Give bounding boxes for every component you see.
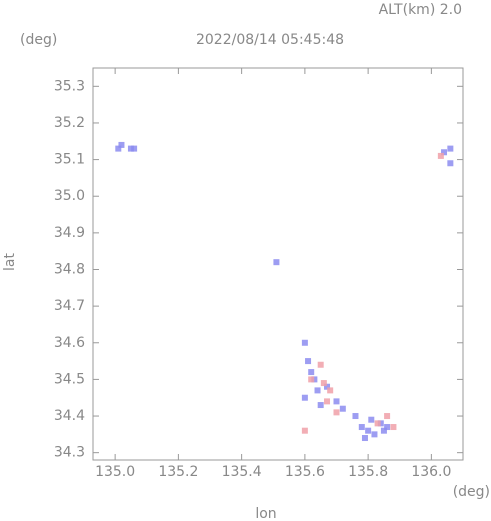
echo-point <box>361 435 368 442</box>
y-tick-label: 34.7 <box>54 298 85 314</box>
echo-point <box>380 427 387 434</box>
echo-point <box>131 145 138 152</box>
chart-title: 2022/08/14 05:45:48 <box>196 32 344 48</box>
y-tick-label: 34.4 <box>54 408 85 424</box>
echo-point <box>333 409 340 416</box>
echo-point <box>352 413 359 420</box>
echo-point <box>314 387 321 394</box>
y-tick-label: 34.5 <box>54 371 85 387</box>
y-axis-label: lat <box>2 253 18 271</box>
echo-point <box>301 339 308 346</box>
echo-point <box>390 424 397 431</box>
echo-point <box>374 420 381 427</box>
echo-point <box>308 369 315 376</box>
echo-point <box>311 376 318 383</box>
y-tick-label: 34.6 <box>54 335 85 351</box>
echo-point <box>308 376 315 383</box>
echo-point <box>273 259 280 266</box>
y-tick-label: 35.1 <box>54 152 85 168</box>
echo-point <box>324 398 331 405</box>
echo-point <box>371 431 378 438</box>
echo-point <box>447 160 454 167</box>
echo-point <box>301 394 308 401</box>
echo-point <box>441 149 448 156</box>
echo-point <box>118 141 125 148</box>
echo-point <box>317 361 324 368</box>
altitude-label: ALT(km) 2.0 <box>379 2 462 18</box>
echo-point <box>305 358 312 365</box>
x-tick-label: 135.8 <box>348 464 388 480</box>
y-tick-label: 35.0 <box>54 188 85 204</box>
y-tick-label: 35.3 <box>54 78 85 94</box>
x-tick-label: 135.6 <box>285 464 325 480</box>
x-tick-label: 135.0 <box>95 464 135 480</box>
echo-point <box>368 416 375 423</box>
x-tick-label: 135.2 <box>158 464 198 480</box>
echo-point <box>384 413 391 420</box>
echo-point <box>301 427 308 434</box>
echo-point <box>127 145 134 152</box>
y-tick-label: 34.3 <box>54 445 85 461</box>
y-tick-label: 35.2 <box>54 115 85 131</box>
x-tick-label: 136.0 <box>411 464 451 480</box>
echo-point <box>377 420 384 427</box>
echo-point <box>365 427 372 434</box>
plot-frame <box>92 67 464 461</box>
echo-point <box>320 380 327 387</box>
echo-point <box>324 383 331 390</box>
x-axis-label: lon <box>255 506 276 521</box>
y-tick-label: 34.9 <box>54 225 85 241</box>
y-tick-label: 34.8 <box>54 261 85 277</box>
echo-point <box>339 405 346 412</box>
echo-point <box>317 402 324 409</box>
echo-point <box>437 152 444 159</box>
echo-point <box>384 424 391 431</box>
x-tick-label: 135.4 <box>222 464 262 480</box>
echo-point <box>447 145 454 152</box>
echo-point <box>358 424 365 431</box>
echo-point <box>333 398 340 405</box>
echo-point <box>327 387 334 394</box>
x-unit: (deg) <box>453 484 490 500</box>
y-unit: (deg) <box>20 32 57 48</box>
echo-point <box>115 145 122 152</box>
